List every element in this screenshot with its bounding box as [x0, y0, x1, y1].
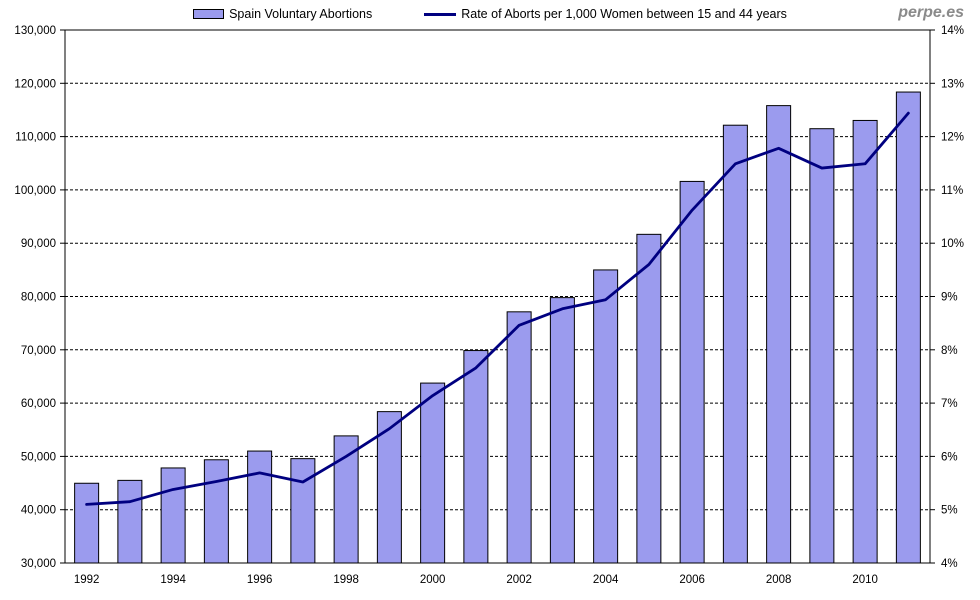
x-tick-label-2000: 2000 [420, 574, 446, 586]
y-right-tick-label: 5% [941, 505, 958, 517]
bar-2008 [766, 105, 792, 564]
line-swatch-icon [424, 12, 457, 16]
legend-line-label: Rate of Aborts per 1,000 Women between 1… [461, 7, 787, 21]
x-tick-label-2006: 2006 [679, 574, 705, 586]
y-left-tick-label: 70,000 [21, 345, 56, 357]
x-tick-label-2002: 2002 [506, 574, 532, 586]
y-right-tick-label: 10% [941, 238, 964, 250]
bar-2001 [463, 350, 489, 564]
y-left-tick-label: 60,000 [21, 398, 56, 410]
y-right-tick-label: 12% [941, 132, 964, 144]
y-left-tick-label: 110,000 [15, 132, 56, 144]
legend-item-line: Rate of Aborts per 1,000 Women between 1… [424, 7, 787, 21]
y-right-tick-label: 13% [941, 78, 964, 90]
y-left-tick-label: 40,000 [21, 505, 56, 517]
y-right-tick-label: 6% [941, 451, 958, 463]
bar-1994 [160, 467, 186, 564]
x-tick-label-1996: 1996 [247, 574, 273, 586]
y-right-tick-label: 7% [941, 398, 958, 410]
y-axis-right-labels: 14% 13% 12% 11% 10% 9% 8% 7% 6% 5% 4% [941, 25, 964, 570]
bars-series [74, 91, 921, 564]
y-axis-left-labels: 130,000 120,000 110,000 100,000 90,000 80,000… [14, 25, 56, 570]
bar-2005 [636, 233, 662, 564]
bar-2009 [809, 128, 835, 564]
y-left-tick-label: 50,000 [21, 451, 56, 463]
x-tick-label-2010: 2010 [852, 574, 878, 586]
y-left-tick-label: 130,000 [14, 25, 56, 37]
y-right-tick-label: 4% [941, 558, 958, 570]
legend-bars-label: Spain Voluntary Abortions [229, 7, 373, 21]
bar-2002 [506, 311, 532, 564]
bar-1993 [117, 479, 143, 564]
legend-item-bars: Spain Voluntary Abortions [193, 7, 372, 21]
y-right-tick-label: 11% [941, 185, 963, 197]
bar-2006 [679, 180, 705, 564]
x-tick-label-2004: 2004 [593, 574, 619, 586]
y-right-tick-label: 9% [941, 292, 958, 304]
rate-line [85, 111, 910, 506]
bar-2000 [420, 382, 446, 564]
bar-1995 [203, 459, 229, 564]
x-tick-label-1994: 1994 [160, 574, 186, 586]
y-left-tick-label: 100,000 [14, 185, 56, 197]
bar-1997 [290, 458, 316, 564]
bar-1992 [74, 482, 100, 564]
y-right-tick-label: 8% [941, 345, 958, 357]
bar-2010 [852, 119, 878, 564]
x-axis-labels: 1992 1994 1996 1998 2000 2002 2004 2006 2008 2010 [74, 574, 878, 586]
y-left-tick-label: 80,000 [21, 292, 56, 304]
bar-2007 [722, 124, 748, 564]
bar-swatch-icon [193, 9, 225, 19]
bar-1998 [333, 435, 359, 564]
bar-1996 [247, 450, 273, 564]
gridlines [65, 82, 930, 511]
x-tick-label-2008: 2008 [766, 574, 792, 586]
legend: Spain Voluntary Abortions Rate of Aborts… [0, 7, 980, 21]
x-tick-label-1992: 1992 [74, 574, 100, 586]
x-tick-label-1998: 1998 [333, 574, 359, 586]
y-right-tick-label: 14% [941, 25, 964, 37]
watermark: perpe.es [898, 4, 964, 21]
bar-2004 [593, 269, 619, 564]
y-left-tick-label: 120,000 [14, 78, 56, 90]
y-left-tick-label: 90,000 [21, 238, 56, 250]
axis-ticks [60, 29, 935, 564]
y-left-tick-label: 30,000 [21, 558, 56, 570]
bar-2011 [895, 91, 921, 564]
bar-2003 [549, 297, 575, 564]
